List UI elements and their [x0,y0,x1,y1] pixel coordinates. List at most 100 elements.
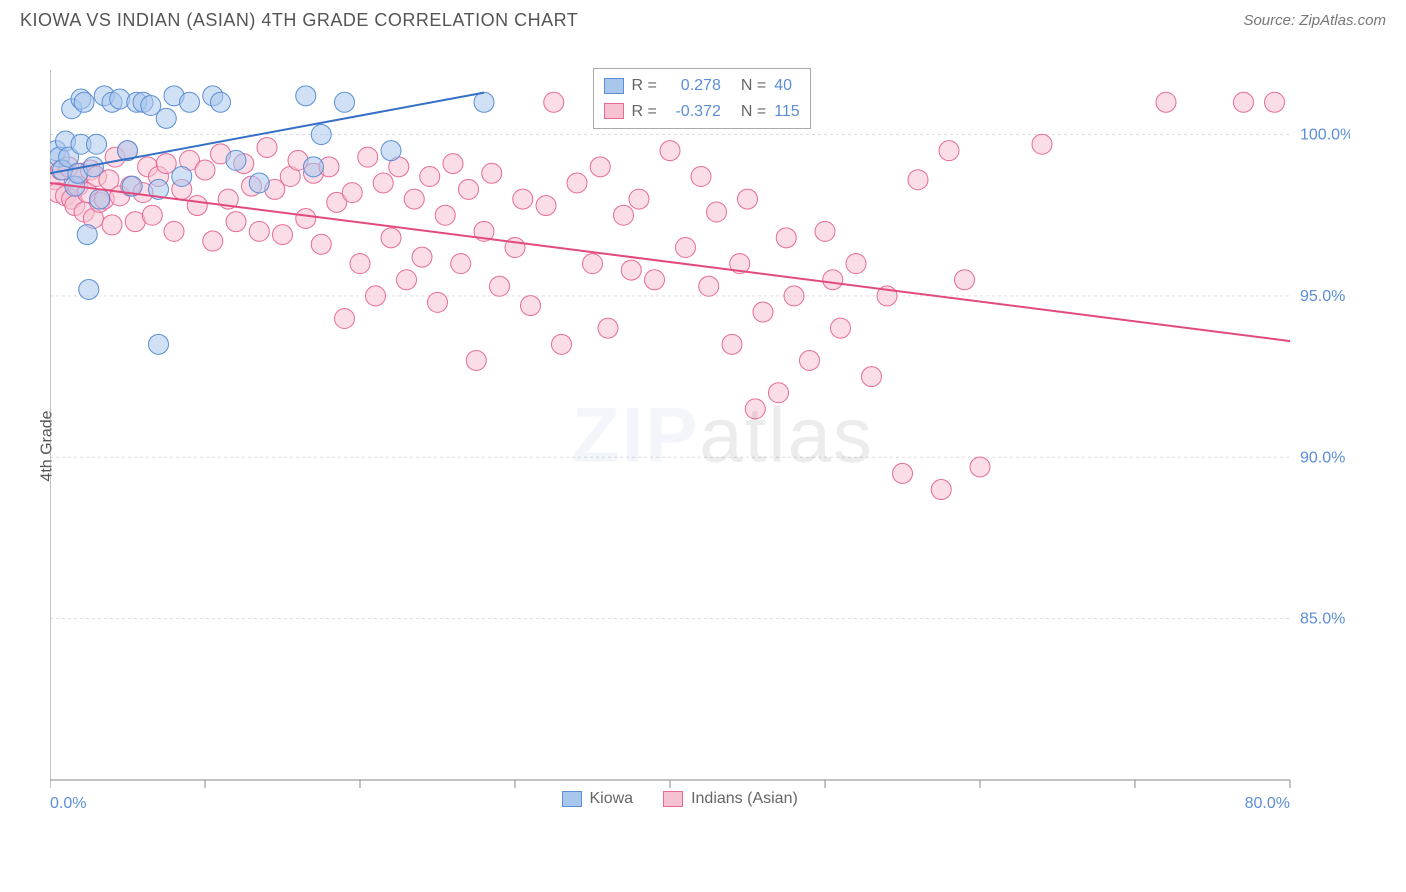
data-point [381,141,401,161]
data-point [296,86,316,106]
data-point [931,480,951,500]
source-label: Source: ZipAtlas.com [1243,12,1386,29]
data-point [296,208,316,228]
legend-bottom: Kiowa Indians (Asian) [562,790,798,808]
data-point [482,163,502,183]
legend-swatch [604,103,624,119]
data-point [955,270,975,290]
y-tick-label: 100.0% [1300,127,1350,144]
data-point [149,334,169,354]
data-point [745,399,765,419]
data-point [420,167,440,187]
x-tick-label: 0.0% [50,795,86,812]
data-point [614,205,634,225]
y-tick-label: 95.0% [1300,288,1345,305]
data-point [180,92,200,112]
data-point [466,350,486,370]
legend-item: Kiowa [562,790,634,808]
data-point [226,150,246,170]
data-point [769,383,789,403]
y-tick-label: 85.0% [1300,611,1345,628]
x-tick-label: 80.0% [1245,795,1290,812]
data-point [412,247,432,267]
data-point [474,92,494,112]
data-point [102,215,122,235]
data-point [846,254,866,274]
data-point [815,221,835,241]
data-point [1265,92,1285,112]
data-point [257,137,277,157]
chart-container: 85.0%90.0%95.0%100.0%0.0%80.0% ZIPatlas … [50,50,1396,852]
data-point [544,92,564,112]
data-point [823,270,843,290]
data-point [862,367,882,387]
data-point [366,286,386,306]
legend-stats-box: R = 0.278 N = 40 R = -0.372 N = 115 [593,68,811,129]
data-point [676,238,696,258]
data-point [800,350,820,370]
data-point [1156,92,1176,112]
data-point [691,167,711,187]
data-point [79,279,99,299]
data-point [211,92,231,112]
data-point [645,270,665,290]
data-point [583,254,603,274]
data-point [397,270,417,290]
data-point [249,221,269,241]
data-point [699,276,719,296]
legend-stat-row: R = 0.278 N = 40 [604,73,800,99]
data-point [621,260,641,280]
data-point [443,154,463,174]
data-point [311,125,331,145]
data-point [87,134,107,154]
data-point [335,309,355,329]
data-point [536,196,556,216]
scatter-plot: 85.0% 90.0% 95.0% 100.0% 0.0% 80.0% [50,50,1350,820]
data-point [939,141,959,161]
y-tick-label: 90.0% [1300,449,1345,466]
data-point [738,189,758,209]
chart-title: KIOWA VS INDIAN (ASIAN) 4TH GRADE CORREL… [20,10,578,31]
data-point [335,92,355,112]
data-point [187,196,207,216]
data-point [428,292,448,312]
data-point [1234,92,1254,112]
data-point [831,318,851,338]
data-point [435,205,455,225]
legend-item: Indians (Asian) [663,790,798,808]
data-point [373,173,393,193]
data-point [629,189,649,209]
data-point [567,173,587,193]
data-point [249,173,269,193]
data-point [203,231,223,251]
data-point [590,157,610,177]
data-point [908,170,928,190]
data-point [722,334,742,354]
data-point [490,276,510,296]
data-point [195,160,215,180]
data-point [660,141,680,161]
legend-swatch [562,791,582,807]
data-point [513,189,533,209]
chart-header: KIOWA VS INDIAN (ASIAN) 4TH GRADE CORREL… [0,0,1406,36]
data-point [381,228,401,248]
data-point [90,189,110,209]
data-point [156,108,176,128]
data-point [776,228,796,248]
data-point [784,286,804,306]
legend-swatch [663,791,683,807]
data-point [521,296,541,316]
data-point [451,254,471,274]
data-point [74,92,94,112]
data-point [1032,134,1052,154]
legend-stat-row: R = -0.372 N = 115 [604,99,800,125]
data-point [110,89,130,109]
data-point [342,183,362,203]
data-point [970,457,990,477]
data-point [552,334,572,354]
data-point [707,202,727,222]
data-point [753,302,773,322]
data-point [350,254,370,274]
data-point [172,167,192,187]
data-point [893,463,913,483]
